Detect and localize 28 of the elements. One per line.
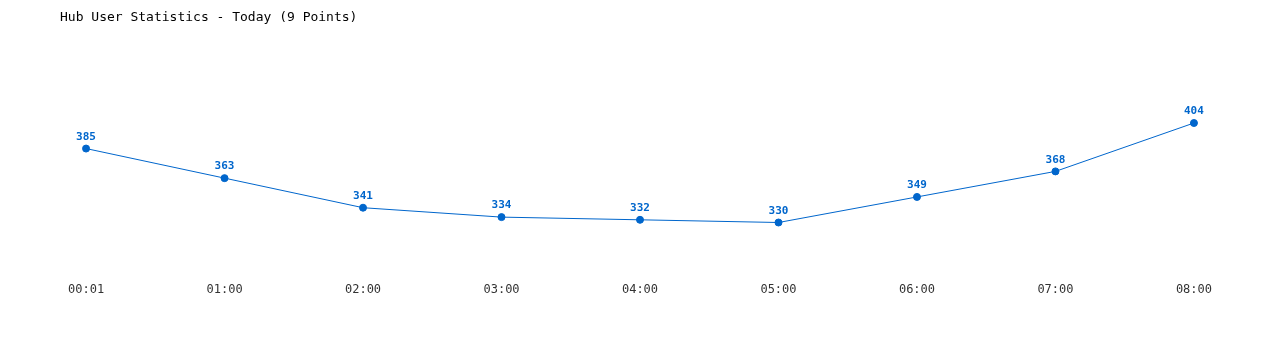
x-tick-label: 03:00 (483, 281, 520, 296)
point (636, 215, 644, 224)
x-tick-label: 05:00 (760, 281, 797, 296)
data-label: 385 (76, 129, 96, 143)
point (1189, 119, 1198, 127)
point (82, 144, 91, 153)
x-tick-label: 02:00 (344, 281, 382, 296)
data-label: 349 (907, 178, 927, 192)
data-label: 334 (491, 198, 512, 212)
point (220, 174, 229, 183)
data-label: 404 (1184, 104, 1205, 118)
data-label: 368 (1045, 152, 1066, 166)
x-tick-label: 08:00 (1175, 281, 1212, 296)
x-tick-label: 07:00 (1037, 281, 1074, 296)
x-tick-label: 04:00 (621, 281, 659, 296)
data-label: 332 (630, 201, 650, 215)
data-label: 330 (768, 203, 789, 217)
data-label: 341 (353, 189, 374, 203)
x-tick-label: 06:00 (898, 281, 936, 296)
point (774, 218, 783, 227)
x-tick-label: 01:00 (206, 281, 243, 296)
point (359, 203, 368, 212)
chart-title: Hub User Statistics - Today (9 Points) (60, 9, 358, 25)
data-label: 363 (214, 159, 235, 173)
point (912, 192, 921, 201)
point (497, 213, 506, 222)
point (1051, 167, 1060, 176)
x-tick-label: 00:01 (68, 281, 105, 296)
